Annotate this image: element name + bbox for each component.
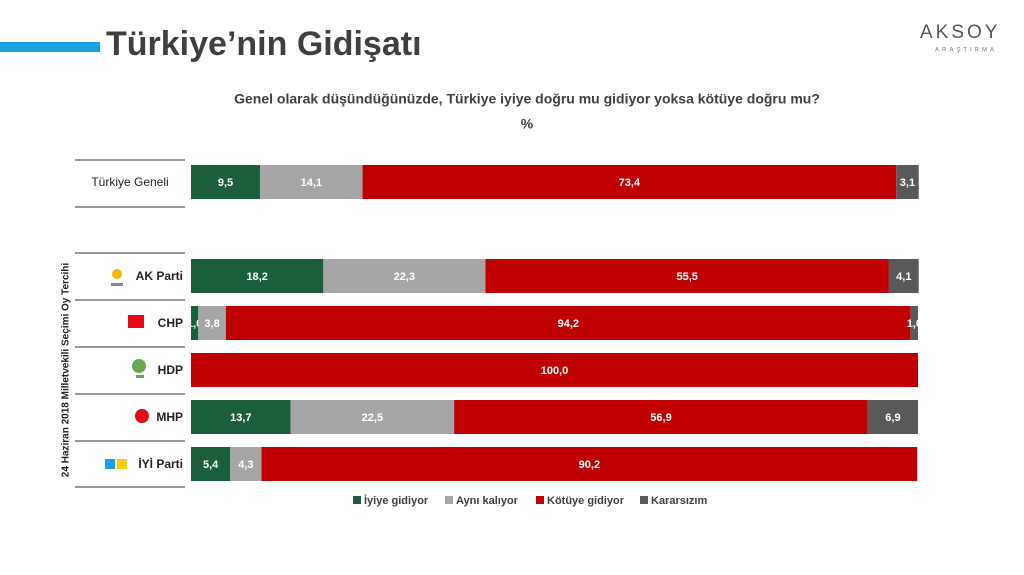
legend-swatch xyxy=(640,496,648,504)
value-label: 90,2 xyxy=(579,459,600,471)
legend-swatch xyxy=(536,496,544,504)
category-label: MHP xyxy=(156,410,183,424)
value-label: 3,1 xyxy=(900,177,915,189)
bar-segment xyxy=(225,306,911,340)
value-label: 4,1 xyxy=(896,271,911,283)
bar-segment xyxy=(888,259,919,293)
party-icons xyxy=(105,269,149,469)
bar-segment xyxy=(362,165,897,199)
category-label: HDP xyxy=(158,363,183,377)
bar-segment xyxy=(323,259,486,293)
bar-segment xyxy=(230,447,262,481)
legend-swatch xyxy=(353,496,361,504)
legend-label: Aynı kalıyor xyxy=(456,495,519,507)
group-label: 24 Haziran 2018 Milletvekili Seçimi Oy T… xyxy=(61,263,72,478)
value-label: 1,0 xyxy=(907,318,922,330)
bar-segment xyxy=(454,400,868,434)
bar-segment xyxy=(867,400,918,434)
value-label: 9,5 xyxy=(218,177,233,189)
category-label: CHP xyxy=(158,316,183,330)
bar-segment xyxy=(191,306,199,340)
value-label: 13,7 xyxy=(230,412,251,424)
bar-segment xyxy=(191,447,231,481)
legend-label: Kötüye gidiyor xyxy=(547,495,625,507)
value-label: 6,9 xyxy=(885,412,900,424)
value-label: 4,3 xyxy=(238,459,253,471)
bar-segment xyxy=(896,165,919,199)
value-label: 22,3 xyxy=(394,271,415,283)
bar-segment xyxy=(191,259,324,293)
value-label: 22,5 xyxy=(362,412,383,424)
value-label: 94,2 xyxy=(558,318,579,330)
bar-segment xyxy=(198,306,226,340)
category-label: Türkiye Geneli xyxy=(91,175,168,189)
accent-bar xyxy=(0,42,100,52)
bar-segment xyxy=(260,165,363,199)
bar-segment xyxy=(485,259,889,293)
legend-swatch xyxy=(445,496,453,504)
logo-tagline: ARAŞTIRMA xyxy=(935,48,997,54)
value-label: 18,2 xyxy=(246,271,267,283)
value-label: 56,9 xyxy=(650,412,671,424)
value-label: 100,0 xyxy=(541,365,569,377)
value-label: 3,8 xyxy=(204,318,219,330)
bar-segment xyxy=(191,353,918,387)
bar-segment xyxy=(191,400,291,434)
row-dividers xyxy=(75,159,185,488)
chart-subtitle: Genel olarak düşündüğünüzde, Türkiye iyi… xyxy=(234,91,820,107)
value-label: 55,5 xyxy=(676,271,697,283)
category-label: İYİ Parti xyxy=(138,456,183,471)
bar-segment xyxy=(261,447,918,481)
chart-title: Türkiye’nin Gidişatı xyxy=(106,25,422,63)
unit-label: % xyxy=(521,116,534,132)
legend-label: İyiye gidiyor xyxy=(364,494,429,507)
value-label: 14,1 xyxy=(301,177,322,189)
bar-segment xyxy=(910,306,918,340)
value-label: 73,4 xyxy=(619,177,641,189)
category-label: AK Parti xyxy=(136,269,183,283)
bar-segment xyxy=(290,400,455,434)
bar-segment xyxy=(191,165,261,199)
value-label: 5,4 xyxy=(203,459,219,471)
logo-name: AKSOY xyxy=(920,22,1000,43)
legend-label: Kararsızım xyxy=(651,495,707,507)
